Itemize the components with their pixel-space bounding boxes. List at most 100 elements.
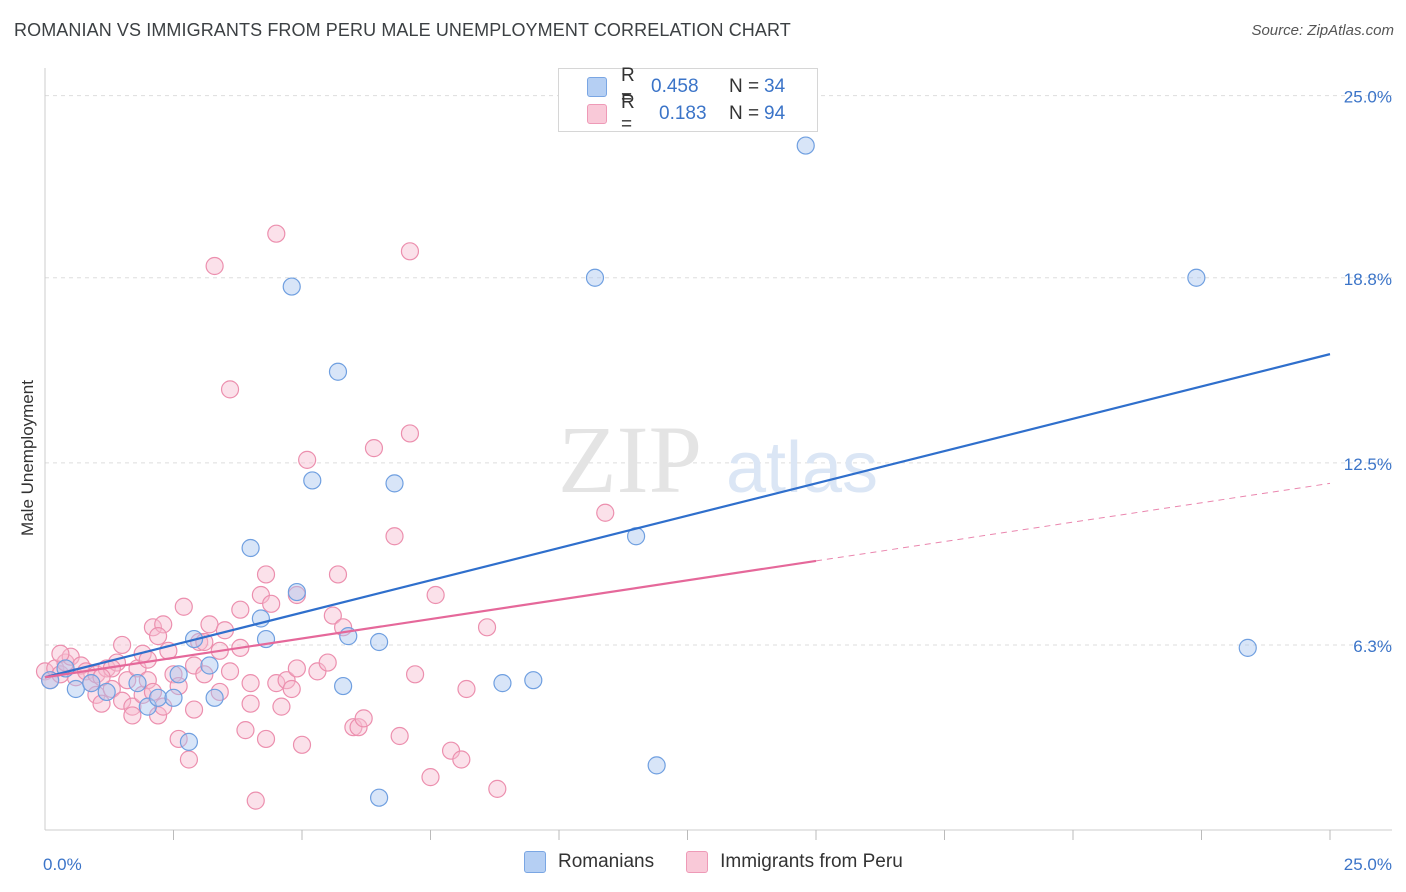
trend-line-peru bbox=[44, 559, 817, 679]
peru-point bbox=[174, 597, 193, 616]
legend-r-label: R = bbox=[621, 65, 635, 108]
peru-point bbox=[385, 527, 404, 546]
romanians-point bbox=[1187, 268, 1206, 287]
romanians-point bbox=[97, 682, 116, 702]
tick-labels: 6.3% 12.5% 18.8% 25.0% 0.0% 25.0% bbox=[43, 88, 1392, 874]
bottom-legend-swatch-peru bbox=[686, 851, 709, 873]
peru-point bbox=[292, 735, 312, 754]
legend: R = 0.458 N = 34 R = 0.183 N = 94 bbox=[558, 65, 818, 135]
y-axis-label: Male Unemployment bbox=[18, 380, 37, 536]
legend-n-value: 94 bbox=[764, 103, 786, 124]
peru-point bbox=[477, 618, 497, 637]
bottom-legend-label: Immigrants from Peru bbox=[720, 851, 903, 872]
peru-point bbox=[184, 700, 204, 719]
peru-point bbox=[349, 718, 368, 737]
gridlines bbox=[45, 95, 1392, 646]
peru-point bbox=[112, 691, 132, 710]
peru-point bbox=[596, 503, 615, 522]
romanians-point bbox=[205, 688, 224, 707]
peru-point bbox=[400, 242, 420, 261]
peru-point bbox=[92, 694, 111, 713]
romanians-point bbox=[241, 538, 260, 558]
peru-point bbox=[164, 665, 183, 684]
x-tick-label: 0.0% bbox=[43, 855, 82, 874]
romanians-point bbox=[287, 582, 306, 602]
peru-point bbox=[179, 750, 199, 769]
y-tick-label: 18.8% bbox=[1344, 270, 1392, 289]
peru-point bbox=[112, 635, 132, 655]
peru-point bbox=[205, 256, 224, 276]
peru-point bbox=[241, 694, 260, 713]
romanians-point bbox=[179, 732, 199, 751]
romanians-point bbox=[328, 362, 348, 381]
x-tick-label: 25.0% bbox=[1344, 855, 1392, 874]
peru-point bbox=[220, 662, 240, 681]
legend-r-value: 0.458 bbox=[651, 76, 699, 97]
romanians-point bbox=[148, 688, 168, 707]
peru-point bbox=[287, 659, 306, 678]
trend-line-romanians bbox=[44, 353, 1331, 679]
peru-point bbox=[282, 679, 301, 699]
romanians-point bbox=[282, 277, 301, 296]
bottom-legend-label: Romanians bbox=[558, 851, 655, 872]
romanians-point bbox=[66, 679, 85, 699]
romanians-point bbox=[647, 756, 666, 775]
peru-point bbox=[400, 424, 420, 443]
romanians-point bbox=[370, 788, 389, 807]
peru-point bbox=[328, 565, 348, 584]
legend-row-romanians: R = 0.458 N = 34 bbox=[587, 65, 786, 108]
peru-point bbox=[262, 594, 281, 613]
y-tick-label: 6.3% bbox=[1353, 637, 1392, 656]
legend-r-label: R = bbox=[621, 92, 635, 135]
peru-point bbox=[421, 768, 440, 787]
legend-swatch-peru bbox=[587, 104, 607, 124]
peru-point bbox=[277, 671, 296, 690]
peru-point bbox=[236, 721, 255, 740]
peru-point bbox=[298, 450, 317, 469]
bottom-legend: Romanians Immigrants from Peru bbox=[524, 851, 935, 873]
watermark-atlas: atlas bbox=[726, 428, 878, 508]
peru-point bbox=[123, 706, 142, 725]
bottom-legend-romanians: Romanians bbox=[524, 851, 654, 873]
peru-point bbox=[118, 671, 137, 690]
peru-point bbox=[195, 665, 214, 684]
peru-point bbox=[364, 439, 384, 458]
y-tick-label: 25.0% bbox=[1344, 88, 1392, 107]
romanians-point bbox=[164, 688, 183, 707]
romanians-point bbox=[82, 674, 101, 693]
romanians-point bbox=[334, 676, 353, 696]
romanians-point bbox=[128, 674, 147, 693]
romanians-point bbox=[385, 474, 404, 493]
romanians-point bbox=[524, 671, 543, 690]
peru-point bbox=[390, 726, 409, 746]
legend-n-value: 34 bbox=[764, 76, 786, 97]
romanians-point bbox=[370, 632, 389, 652]
series-romanians-points bbox=[41, 136, 1257, 807]
peru-point bbox=[457, 679, 476, 699]
peru-point bbox=[256, 729, 276, 749]
axes bbox=[44, 68, 1392, 840]
peru-point bbox=[405, 665, 425, 684]
peru-point bbox=[426, 585, 445, 605]
peru-point bbox=[210, 682, 229, 702]
peru-point bbox=[148, 627, 168, 646]
peru-point bbox=[231, 600, 250, 619]
legend-n-label: N = bbox=[729, 76, 760, 97]
romanians-point bbox=[1238, 638, 1257, 657]
legend-row-peru: R = 0.183 N = 94 bbox=[587, 92, 786, 135]
bottom-legend-swatch-romanians bbox=[524, 851, 546, 873]
peru-point bbox=[200, 615, 219, 634]
peru-point bbox=[102, 679, 121, 699]
romanians-point bbox=[169, 665, 188, 684]
source-label: Source: ZipAtlas.com bbox=[1251, 22, 1394, 39]
peru-point bbox=[318, 653, 337, 672]
peru-point bbox=[154, 615, 173, 634]
romanians-point bbox=[585, 268, 605, 287]
peru-point bbox=[354, 709, 373, 728]
trend-line-peru-extrapolated bbox=[815, 482, 1331, 562]
romanians-point bbox=[493, 674, 512, 693]
series-peru-points bbox=[35, 224, 615, 810]
watermark: ZIP atlas bbox=[558, 406, 878, 513]
peru-point bbox=[143, 618, 163, 637]
